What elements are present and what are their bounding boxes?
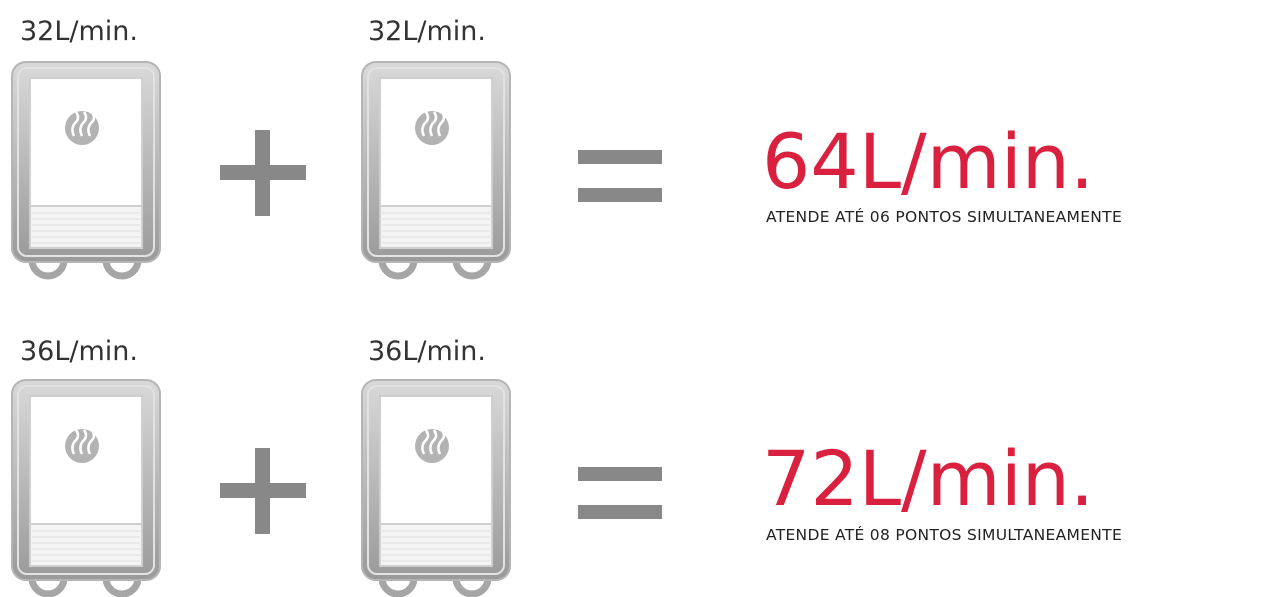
unit-label: 32L/min. [20, 16, 138, 47]
plus-sign [220, 448, 306, 534]
heater-icon [362, 62, 510, 276]
unit-label: 36L/min. [20, 336, 138, 367]
plus-sign [220, 130, 306, 216]
row: 36L/min. 36L/min. 72L/min. ATENDE ATÉ 08… [12, 336, 1122, 594]
heater-icon [12, 380, 160, 594]
heater-icon [362, 380, 510, 594]
total-flow: 72L/min. [762, 434, 1094, 523]
row: 32L/min. 32L/min. 64L/min. ATENDE ATÉ 06… [12, 16, 1122, 276]
caption: ATENDE ATÉ 08 PONTOS SIMULTANEAMENTE [766, 525, 1122, 544]
unit-label: 32L/min. [368, 16, 486, 47]
total-flow: 64L/min. [762, 117, 1094, 206]
heater-icon [12, 62, 160, 276]
infographic: 32L/min. 32L/min. 64L/min. ATENDE ATÉ 06… [0, 0, 1263, 597]
unit-label: 36L/min. [368, 336, 486, 367]
equals-sign [578, 467, 662, 519]
equals-sign [578, 150, 662, 202]
caption: ATENDE ATÉ 06 PONTOS SIMULTANEAMENTE [766, 207, 1122, 226]
